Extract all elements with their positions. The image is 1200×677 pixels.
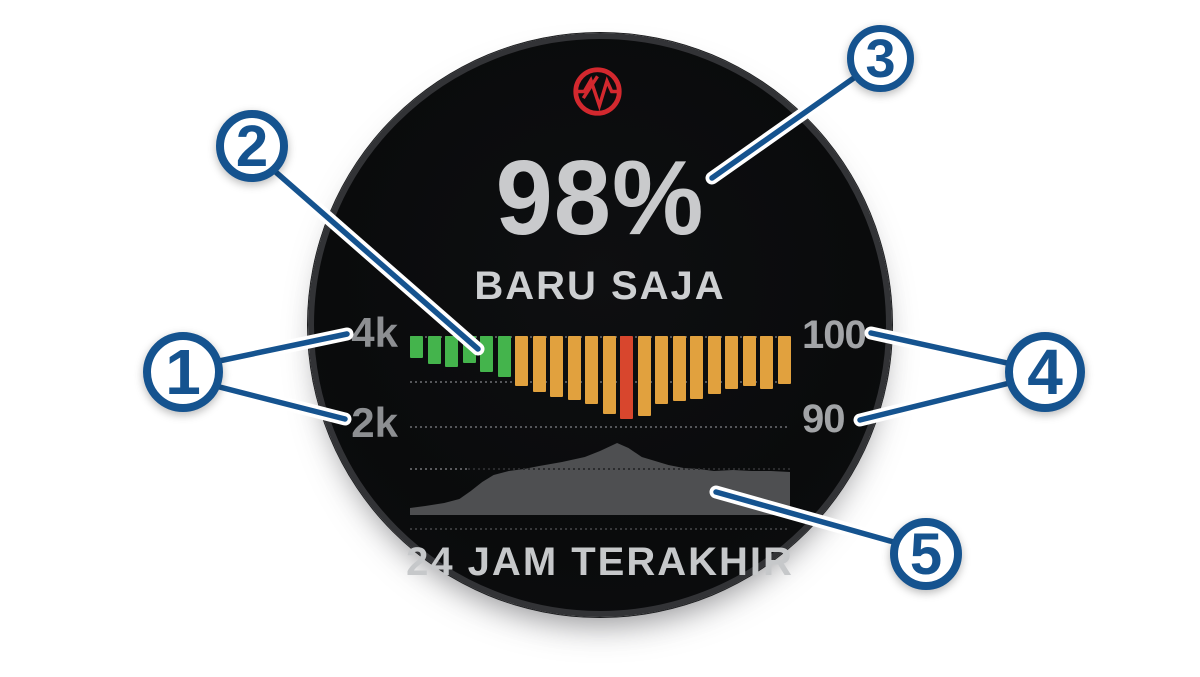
gridline-low: [410, 426, 790, 428]
spo2-bar: [672, 336, 686, 401]
spo2-bar: [690, 336, 703, 399]
reading-recency-label: BARU SAJA: [474, 264, 726, 308]
gridline-area-overlay: [468, 468, 790, 470]
spo2-bar: [445, 336, 458, 367]
callout-1-number: 1: [165, 336, 201, 408]
gridline-area-left: [410, 468, 468, 470]
callout-3: 3: [847, 25, 914, 92]
callout-5-number: 5: [909, 521, 943, 587]
spo2-bar: [427, 336, 441, 364]
spo2-bar: [742, 336, 756, 386]
spo2-bar: [707, 336, 721, 394]
spo2-bar: [637, 336, 651, 416]
spo2-axis-tick-90: 90: [802, 397, 846, 441]
spo2-bar: [462, 336, 476, 363]
elevation-polygon: [410, 443, 790, 515]
spo2-bar: [515, 336, 528, 386]
gridline-top: [410, 336, 790, 338]
elevation-axis-tick-2k: 2k: [351, 399, 398, 446]
spo2-bar: [410, 336, 423, 358]
spo2-bar: [620, 336, 633, 419]
spo2-bar: [480, 336, 493, 372]
spo2-value: 98%: [495, 139, 705, 257]
spo2-bar: [567, 336, 581, 400]
spo2-bar: [532, 336, 546, 392]
spo2-bar: [602, 336, 616, 414]
callout-5: 5: [890, 518, 962, 590]
spo2-axis-tick-100: 100: [802, 313, 867, 357]
callout-2-number: 2: [235, 113, 269, 179]
spo2-bar: [760, 336, 773, 389]
elevation-area-chart: [410, 435, 790, 515]
spo2-bar: [777, 336, 791, 384]
spo2-bar: [655, 336, 668, 404]
spo2-bar: [550, 336, 563, 397]
gridline-mid: [410, 381, 790, 383]
pulse-ox-icon: [571, 65, 624, 118]
elevation-axis-tick-4k: 4k: [351, 309, 398, 356]
callout-1: 1: [143, 332, 223, 412]
gridline-bottom: [410, 528, 790, 530]
callout-2: 2: [216, 110, 288, 182]
callout-3-number: 3: [865, 28, 896, 89]
time-period-label: 24 JAM TERAKHIR: [406, 540, 794, 584]
callout-4: 4: [1005, 332, 1085, 412]
spo2-bar: [497, 336, 511, 377]
spo2-bar: [585, 336, 598, 404]
callout-4-number: 4: [1027, 336, 1063, 408]
spo2-bar: [725, 336, 738, 389]
